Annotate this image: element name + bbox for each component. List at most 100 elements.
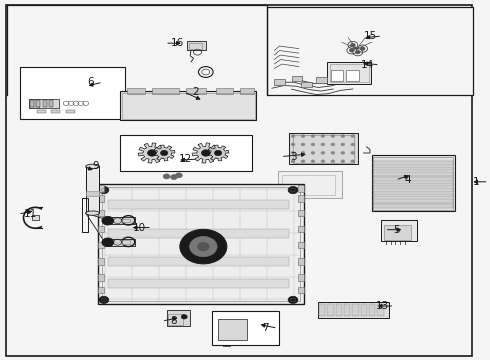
Bar [36, 100, 40, 107]
Bar [108, 279, 289, 288]
Circle shape [351, 160, 355, 163]
Bar [216, 88, 233, 94]
Circle shape [291, 143, 295, 146]
Text: 11: 11 [24, 209, 37, 219]
Polygon shape [192, 143, 220, 163]
Bar [373, 172, 453, 176]
Circle shape [301, 152, 305, 154]
Bar [318, 302, 389, 318]
Bar [278, 171, 342, 198]
Bar [327, 304, 334, 316]
Circle shape [341, 160, 345, 163]
Bar [186, 88, 206, 94]
Circle shape [180, 229, 227, 264]
Bar [167, 310, 190, 326]
Text: 8: 8 [171, 316, 177, 326]
Circle shape [291, 152, 295, 154]
Bar [30, 100, 34, 107]
Bar [98, 184, 304, 304]
Text: 3: 3 [290, 152, 296, 162]
Circle shape [288, 186, 298, 194]
Circle shape [99, 186, 109, 194]
Bar [51, 110, 60, 113]
Circle shape [161, 150, 168, 156]
Circle shape [351, 135, 355, 138]
Circle shape [288, 296, 298, 303]
Circle shape [360, 47, 365, 50]
Bar [240, 88, 254, 94]
Circle shape [301, 135, 305, 138]
Bar [32, 215, 39, 220]
Bar [267, 7, 473, 95]
Bar [218, 319, 247, 340]
Bar [49, 100, 53, 107]
Bar [292, 76, 302, 81]
Circle shape [311, 135, 315, 138]
Bar [330, 64, 369, 82]
Bar [108, 200, 289, 209]
Circle shape [321, 135, 325, 138]
Circle shape [102, 238, 114, 247]
Bar [361, 304, 367, 316]
Bar [98, 210, 104, 216]
Text: 6: 6 [87, 77, 94, 87]
Bar [189, 43, 202, 49]
Polygon shape [207, 145, 229, 161]
Circle shape [201, 150, 210, 156]
Bar [105, 217, 135, 224]
Circle shape [311, 160, 315, 163]
Circle shape [321, 143, 325, 146]
Bar [108, 229, 289, 238]
Bar [86, 191, 99, 196]
Circle shape [147, 150, 156, 156]
Circle shape [171, 175, 177, 180]
Circle shape [321, 152, 325, 154]
Ellipse shape [86, 164, 99, 168]
Ellipse shape [86, 211, 99, 215]
Circle shape [311, 143, 315, 146]
Bar [122, 93, 255, 119]
Bar [29, 99, 39, 108]
Bar [384, 225, 411, 240]
Circle shape [311, 152, 315, 154]
Bar [122, 240, 130, 244]
Bar [108, 257, 289, 266]
Bar [298, 242, 304, 248]
Bar [127, 88, 145, 94]
Bar [373, 194, 453, 197]
Text: 4: 4 [404, 175, 411, 185]
Bar [373, 161, 453, 165]
Circle shape [350, 43, 355, 47]
Bar [282, 175, 335, 195]
Text: 10: 10 [133, 222, 146, 233]
Circle shape [215, 150, 222, 156]
Bar [346, 70, 359, 81]
Bar [212, 311, 279, 345]
Bar [274, 79, 285, 85]
Circle shape [190, 237, 217, 257]
Circle shape [351, 143, 355, 146]
Text: 2: 2 [193, 87, 199, 97]
Bar [373, 157, 453, 210]
Bar [293, 135, 354, 163]
Bar [82, 198, 88, 232]
Bar [98, 185, 104, 192]
Bar [336, 304, 342, 316]
Bar [369, 304, 375, 316]
Bar [102, 187, 300, 301]
Bar [352, 304, 359, 316]
Circle shape [341, 135, 345, 138]
Bar [298, 274, 304, 281]
Polygon shape [153, 145, 175, 161]
Circle shape [355, 50, 360, 54]
Bar [373, 188, 453, 192]
Circle shape [175, 173, 182, 178]
Bar [86, 166, 99, 213]
Circle shape [341, 143, 345, 146]
Bar [301, 82, 312, 87]
Bar [298, 226, 304, 232]
Circle shape [301, 143, 305, 146]
Bar [152, 88, 179, 94]
Text: 1: 1 [473, 177, 480, 187]
Polygon shape [138, 143, 166, 163]
